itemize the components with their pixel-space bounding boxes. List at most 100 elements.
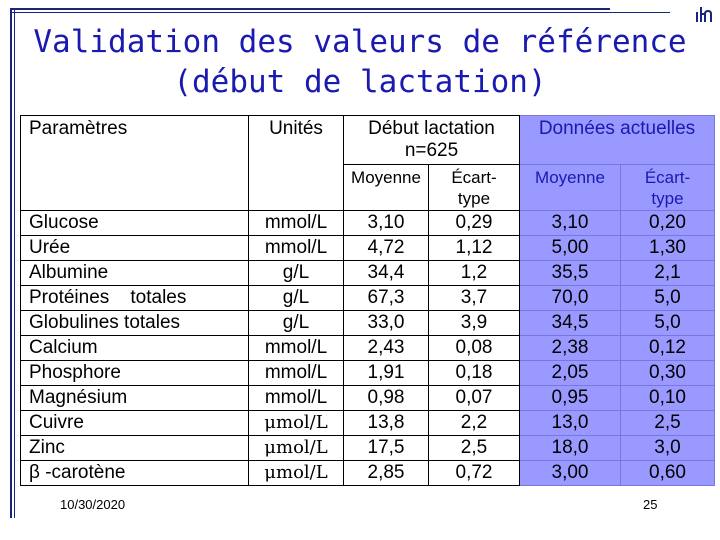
- table-row: Albumine g/L 34,4 1,2 35,5 2,1: [20, 260, 715, 286]
- cell-parametre: Zinc: [20, 435, 249, 461]
- title-line-2: (début de lactation): [173, 64, 547, 100]
- table-row: Zinc μmol/L 17,5 2,5 18,0 3,0: [20, 435, 715, 461]
- cell-moyenne-actuelle: 0,95: [519, 385, 621, 411]
- subheader-ecart-type-actuelle: Écart- type: [620, 164, 715, 211]
- subheader-ecart-actuelle-line2: type: [651, 189, 684, 208]
- cell-parametre: Magnésium: [20, 385, 249, 411]
- header-parametres: Paramètres: [20, 115, 249, 211]
- cell-ecart-debut: 3,9: [428, 310, 520, 336]
- cell-unite: mmol/L: [248, 335, 344, 361]
- cell-moyenne-debut: 17,5: [343, 435, 429, 461]
- cell-ecart-debut: 0,18: [428, 360, 520, 386]
- cell-unite: g/L: [248, 285, 344, 311]
- table-row: Urée mmol/L 4,72 1,12 5,00 1,30: [20, 235, 715, 261]
- slide-title: Validation des valeurs de référence (déb…: [20, 22, 700, 102]
- cell-ecart-actuelle: 0,30: [620, 360, 715, 386]
- frame-left-line-thin: [14, 8, 15, 518]
- cell-ecart-debut: 1,12: [428, 235, 520, 261]
- table-row: Magnésium mmol/L 0,98 0,07 0,95 0,10: [20, 385, 715, 411]
- frame-left-line: [10, 8, 12, 518]
- cell-moyenne-actuelle: 70,0: [519, 285, 621, 311]
- table-row: Protéines totales g/L 67,3 3,7 70,0 5,0: [20, 285, 715, 311]
- footer-date: 10/30/2020: [60, 497, 126, 512]
- cell-moyenne-debut: 33,0: [343, 310, 429, 336]
- cell-moyenne-actuelle: 35,5: [519, 260, 621, 286]
- cell-unite: g/L: [248, 310, 344, 336]
- cell-ecart-actuelle: 0,20: [620, 210, 715, 236]
- cell-moyenne-debut: 67,3: [343, 285, 429, 311]
- table-row: Globulines totales g/L 33,0 3,9 34,5 5,0: [20, 310, 715, 336]
- cell-moyenne-debut: 3,10: [343, 210, 429, 236]
- cell-moyenne-actuelle: 34,5: [519, 310, 621, 336]
- table-subheader-row: Moyenne Écart- type Moyenne Écart- type: [21, 164, 715, 211]
- table-row: Glucose mmol/L 3,10 0,29 3,10 0,20: [20, 210, 715, 236]
- cell-ecart-actuelle: 3,0: [620, 435, 715, 461]
- cell-ecart-actuelle: 2,5: [620, 410, 715, 436]
- header-debut-lactation: Début lactation n=625: [343, 115, 520, 165]
- cell-parametre: Cuivre: [20, 410, 249, 436]
- cell-parametre: Urée: [20, 235, 249, 261]
- subheader-ecart-type: Écart- type: [428, 164, 520, 211]
- subheader-moyenne: Moyenne: [343, 164, 429, 211]
- cell-parametre: Glucose: [20, 210, 249, 236]
- title-line-1: Validation des valeurs de référence: [33, 24, 687, 60]
- logo-icon: [696, 7, 712, 22]
- table-body: Glucose mmol/L 3,10 0,29 3,10 0,20 Urée mmol/L 4…: [20, 210, 715, 486]
- cell-parametre: β -carotène: [20, 460, 249, 486]
- page-number: 25: [643, 497, 658, 512]
- cell-unite: mmol/L: [248, 385, 344, 411]
- cell-ecart-actuelle: 5,0: [620, 310, 715, 336]
- cell-parametre: Albumine: [20, 260, 249, 286]
- cell-moyenne-debut: 0,98: [343, 385, 429, 411]
- cell-moyenne-actuelle: 18,0: [519, 435, 621, 461]
- cell-ecart-actuelle: 2,1: [620, 260, 715, 286]
- header-unites: Unités: [248, 115, 344, 211]
- subheader-moyenne-actuelle: Moyenne: [519, 164, 621, 211]
- cell-unite: g/L: [248, 260, 344, 286]
- cell-ecart-debut: 2,2: [428, 410, 520, 436]
- header-donnees-actuelles: Données actuelles: [519, 115, 715, 165]
- cell-moyenne-actuelle: 2,38: [519, 335, 621, 361]
- frame-top-line-thin: [10, 12, 670, 13]
- cell-moyenne-debut: 2,85: [343, 460, 429, 486]
- cell-moyenne-debut: 2,43: [343, 335, 429, 361]
- header-debut-line1: Début lactation: [368, 118, 495, 139]
- cell-unite: mmol/L: [248, 210, 344, 236]
- cell-unite: μmol/L: [248, 410, 344, 436]
- subheader-ecart-actuelle-line1: Écart-: [644, 168, 691, 187]
- cell-ecart-debut: 0,08: [428, 335, 520, 361]
- cell-parametre: Calcium: [20, 335, 249, 361]
- subheader-ecart-line2: type: [457, 189, 491, 208]
- cell-ecart-actuelle: 5,0: [620, 285, 715, 311]
- cell-moyenne-debut: 13,8: [343, 410, 429, 436]
- frame-top-line: [10, 8, 610, 10]
- cell-unite: mmol/L: [248, 360, 344, 386]
- subheader-ecart-line1: Écart-: [451, 168, 497, 187]
- cell-ecart-debut: 3,7: [428, 285, 520, 311]
- cell-moyenne-debut: 4,72: [343, 235, 429, 261]
- cell-unite: μmol/L: [248, 460, 344, 486]
- cell-ecart-debut: 0,07: [428, 385, 520, 411]
- cell-ecart-debut: 1,2: [428, 260, 520, 286]
- table-row: Phosphore mmol/L 1,91 0,18 2,05 0,30: [20, 360, 715, 386]
- cell-moyenne-debut: 1,91: [343, 360, 429, 386]
- cell-ecart-actuelle: 0,10: [620, 385, 715, 411]
- cell-unite: mmol/L: [248, 235, 344, 261]
- cell-moyenne-actuelle: 13,0: [519, 410, 621, 436]
- cell-moyenne-actuelle: 3,10: [519, 210, 621, 236]
- cell-moyenne-actuelle: 3,00: [519, 460, 621, 486]
- cell-ecart-debut: 0,29: [428, 210, 520, 236]
- table-row: Cuivre μmol/L 13,8 2,2 13,0 2,5: [20, 410, 715, 436]
- table-row: β -carotène μmol/L 2,85 0,72 3,00 0,60: [20, 460, 715, 486]
- cell-ecart-debut: 0,72: [428, 460, 520, 486]
- cell-moyenne-debut: 34,4: [343, 260, 429, 286]
- cell-ecart-actuelle: 1,30: [620, 235, 715, 261]
- table-row: Calcium mmol/L 2,43 0,08 2,38 0,12: [20, 335, 715, 361]
- cell-ecart-actuelle: 0,12: [620, 335, 715, 361]
- cell-unite: μmol/L: [248, 435, 344, 461]
- table-header-row: Paramètres Unités Début lactation n=625 …: [20, 115, 715, 211]
- cell-moyenne-actuelle: 5,00: [519, 235, 621, 261]
- cell-ecart-debut: 2,5: [428, 435, 520, 461]
- header-debut-line2: n=625: [404, 140, 459, 161]
- cell-parametre: Phosphore: [20, 360, 249, 386]
